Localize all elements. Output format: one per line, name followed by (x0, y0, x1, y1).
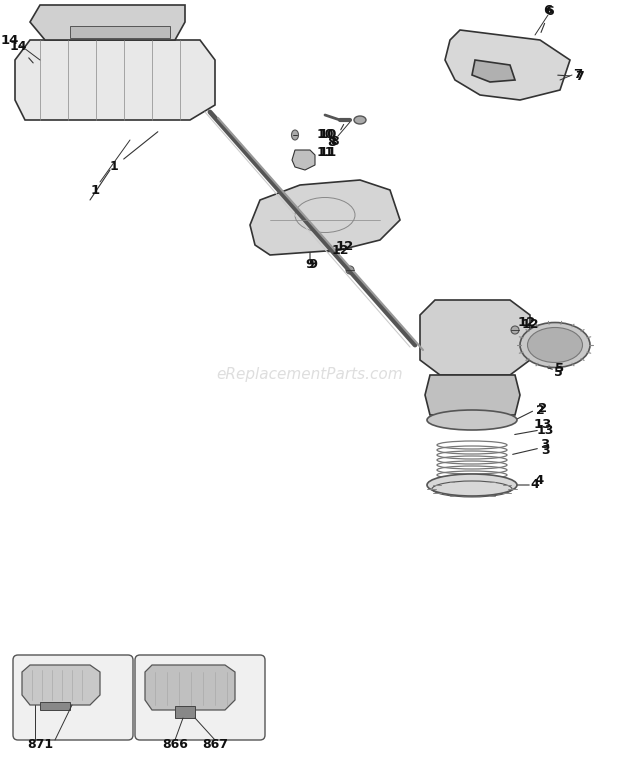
Text: 6: 6 (541, 5, 554, 33)
Polygon shape (22, 665, 100, 705)
Text: 8: 8 (327, 135, 337, 148)
Polygon shape (145, 665, 235, 710)
Text: 9: 9 (306, 258, 314, 271)
Ellipse shape (312, 233, 324, 244)
Text: 4: 4 (531, 479, 539, 492)
Text: 9: 9 (308, 258, 317, 271)
Text: eReplacementParts.com: eReplacementParts.com (216, 368, 404, 382)
FancyBboxPatch shape (135, 655, 265, 740)
Bar (40, 702, 70, 710)
Polygon shape (292, 150, 315, 170)
Text: 4: 4 (534, 473, 544, 486)
Text: 1: 1 (91, 183, 100, 197)
Ellipse shape (427, 474, 517, 496)
Text: 12: 12 (521, 318, 539, 331)
Text: 1: 1 (110, 131, 158, 173)
Text: 12: 12 (336, 240, 354, 254)
Text: 5: 5 (556, 362, 565, 375)
Text: 14: 14 (10, 40, 33, 63)
Text: 14: 14 (1, 33, 19, 46)
Text: 7: 7 (574, 68, 583, 81)
Text: 12: 12 (518, 316, 536, 330)
FancyBboxPatch shape (13, 655, 133, 740)
Polygon shape (472, 60, 515, 82)
Ellipse shape (291, 130, 298, 140)
Bar (175, 706, 195, 718)
Ellipse shape (304, 224, 316, 236)
Bar (70, 26, 170, 38)
Polygon shape (250, 180, 400, 255)
Text: 6: 6 (543, 4, 552, 17)
Ellipse shape (528, 328, 583, 363)
Ellipse shape (321, 240, 332, 252)
Text: 2: 2 (538, 401, 547, 414)
Polygon shape (420, 300, 530, 375)
Ellipse shape (296, 217, 308, 228)
Text: 8: 8 (330, 125, 343, 148)
Text: 7: 7 (558, 70, 584, 83)
Ellipse shape (511, 326, 519, 334)
Polygon shape (445, 30, 570, 100)
Ellipse shape (288, 208, 299, 220)
Text: 13: 13 (536, 423, 554, 436)
Text: 13: 13 (534, 419, 552, 432)
Ellipse shape (354, 116, 366, 124)
Polygon shape (15, 40, 215, 120)
Text: 5: 5 (554, 366, 562, 378)
Polygon shape (30, 5, 185, 40)
Text: 871: 871 (27, 739, 53, 752)
Text: 2: 2 (536, 404, 544, 416)
Polygon shape (425, 375, 520, 415)
Text: 3: 3 (541, 439, 549, 451)
Ellipse shape (346, 266, 354, 274)
Text: 10: 10 (316, 128, 334, 141)
Text: 3: 3 (541, 444, 549, 457)
Ellipse shape (427, 410, 517, 430)
Text: 12: 12 (331, 243, 348, 257)
Text: 866: 866 (162, 739, 188, 752)
Text: 11: 11 (316, 145, 334, 159)
Text: 10: 10 (319, 128, 337, 141)
Text: 11: 11 (319, 147, 337, 160)
Text: 867: 867 (202, 739, 228, 752)
Ellipse shape (520, 322, 590, 368)
